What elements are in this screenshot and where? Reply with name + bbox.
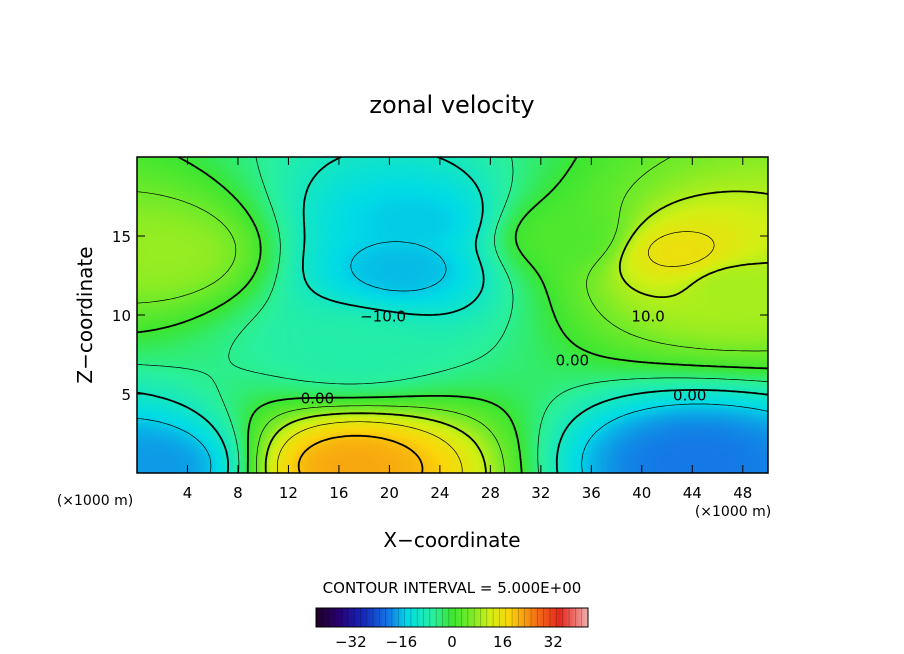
y-tick-label: 10	[112, 307, 131, 325]
x-axis-label: X−coordinate	[383, 528, 520, 552]
x-tick-label: 16	[329, 484, 348, 502]
colorbar-tick-label: −32	[335, 633, 367, 651]
x-unit-right: (×1000 m)	[695, 504, 771, 520]
x-tick-label: 32	[531, 484, 550, 502]
contour-interval: CONTOUR INTERVAL = 5.000E+00	[323, 579, 582, 597]
y-tick-label: 15	[112, 228, 131, 246]
contour-label: 0.00	[556, 352, 589, 370]
colorbar-dividers	[322, 608, 582, 627]
contour-label: 0.00	[301, 389, 334, 407]
contour-line	[137, 241, 768, 473]
x-tick-label: 8	[233, 484, 243, 502]
x-tick-label: 28	[481, 484, 500, 502]
contour-label: 10.0	[631, 307, 664, 325]
x-tick-label: 40	[632, 484, 651, 502]
plot-area: −10.0 10.0 0.00 0.00 0.00	[136, 156, 769, 474]
colorbar-tick-label: 16	[493, 633, 512, 651]
contour-line	[277, 231, 715, 473]
x-tick-label: 36	[582, 484, 601, 502]
colorbar-gradient	[316, 608, 588, 627]
contour-line	[137, 157, 768, 473]
contour-line	[297, 434, 424, 473]
x-axis: 4 8 12 16 20 24 28 32 36 40 44 48	[183, 157, 752, 502]
colorbar-tick-label: −16	[386, 633, 418, 651]
colorbar-tick-label: 32	[544, 633, 563, 651]
x-tick-label: 20	[380, 484, 399, 502]
chart-title: zonal velocity	[369, 91, 534, 119]
y-axis: 5 10 15	[112, 228, 768, 404]
colorbar-frame	[315, 607, 589, 628]
x-tick-label: 48	[733, 484, 752, 502]
contour-label: 0.00	[673, 386, 706, 404]
colorbar: −32 −16 0 16 32	[315, 607, 589, 651]
contour-label: −10.0	[360, 307, 406, 325]
x-tick-label: 4	[183, 484, 193, 502]
y-tick-label: 5	[121, 386, 131, 404]
colorbar-tick-label: 0	[447, 633, 457, 651]
contour-labels: −10.0 10.0 0.00 0.00 0.00	[301, 307, 707, 407]
x-tick-label: 12	[279, 484, 298, 502]
x-tick-label: 44	[683, 484, 702, 502]
contour-lines	[137, 157, 768, 473]
contour-line	[264, 190, 768, 473]
y-axis-label: Z−coordinate	[73, 246, 97, 383]
velocity-field	[137, 157, 768, 473]
x-tick-label: 24	[430, 484, 449, 502]
contour-line	[137, 157, 768, 473]
x-unit-left: (×1000 m)	[57, 493, 133, 509]
contour-line	[137, 157, 768, 473]
contour-line	[137, 157, 768, 473]
colorbar-ticks: −32 −16 0 16 32	[335, 633, 563, 651]
